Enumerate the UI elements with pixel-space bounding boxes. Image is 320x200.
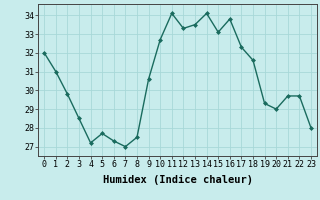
X-axis label: Humidex (Indice chaleur): Humidex (Indice chaleur) [103, 175, 252, 185]
